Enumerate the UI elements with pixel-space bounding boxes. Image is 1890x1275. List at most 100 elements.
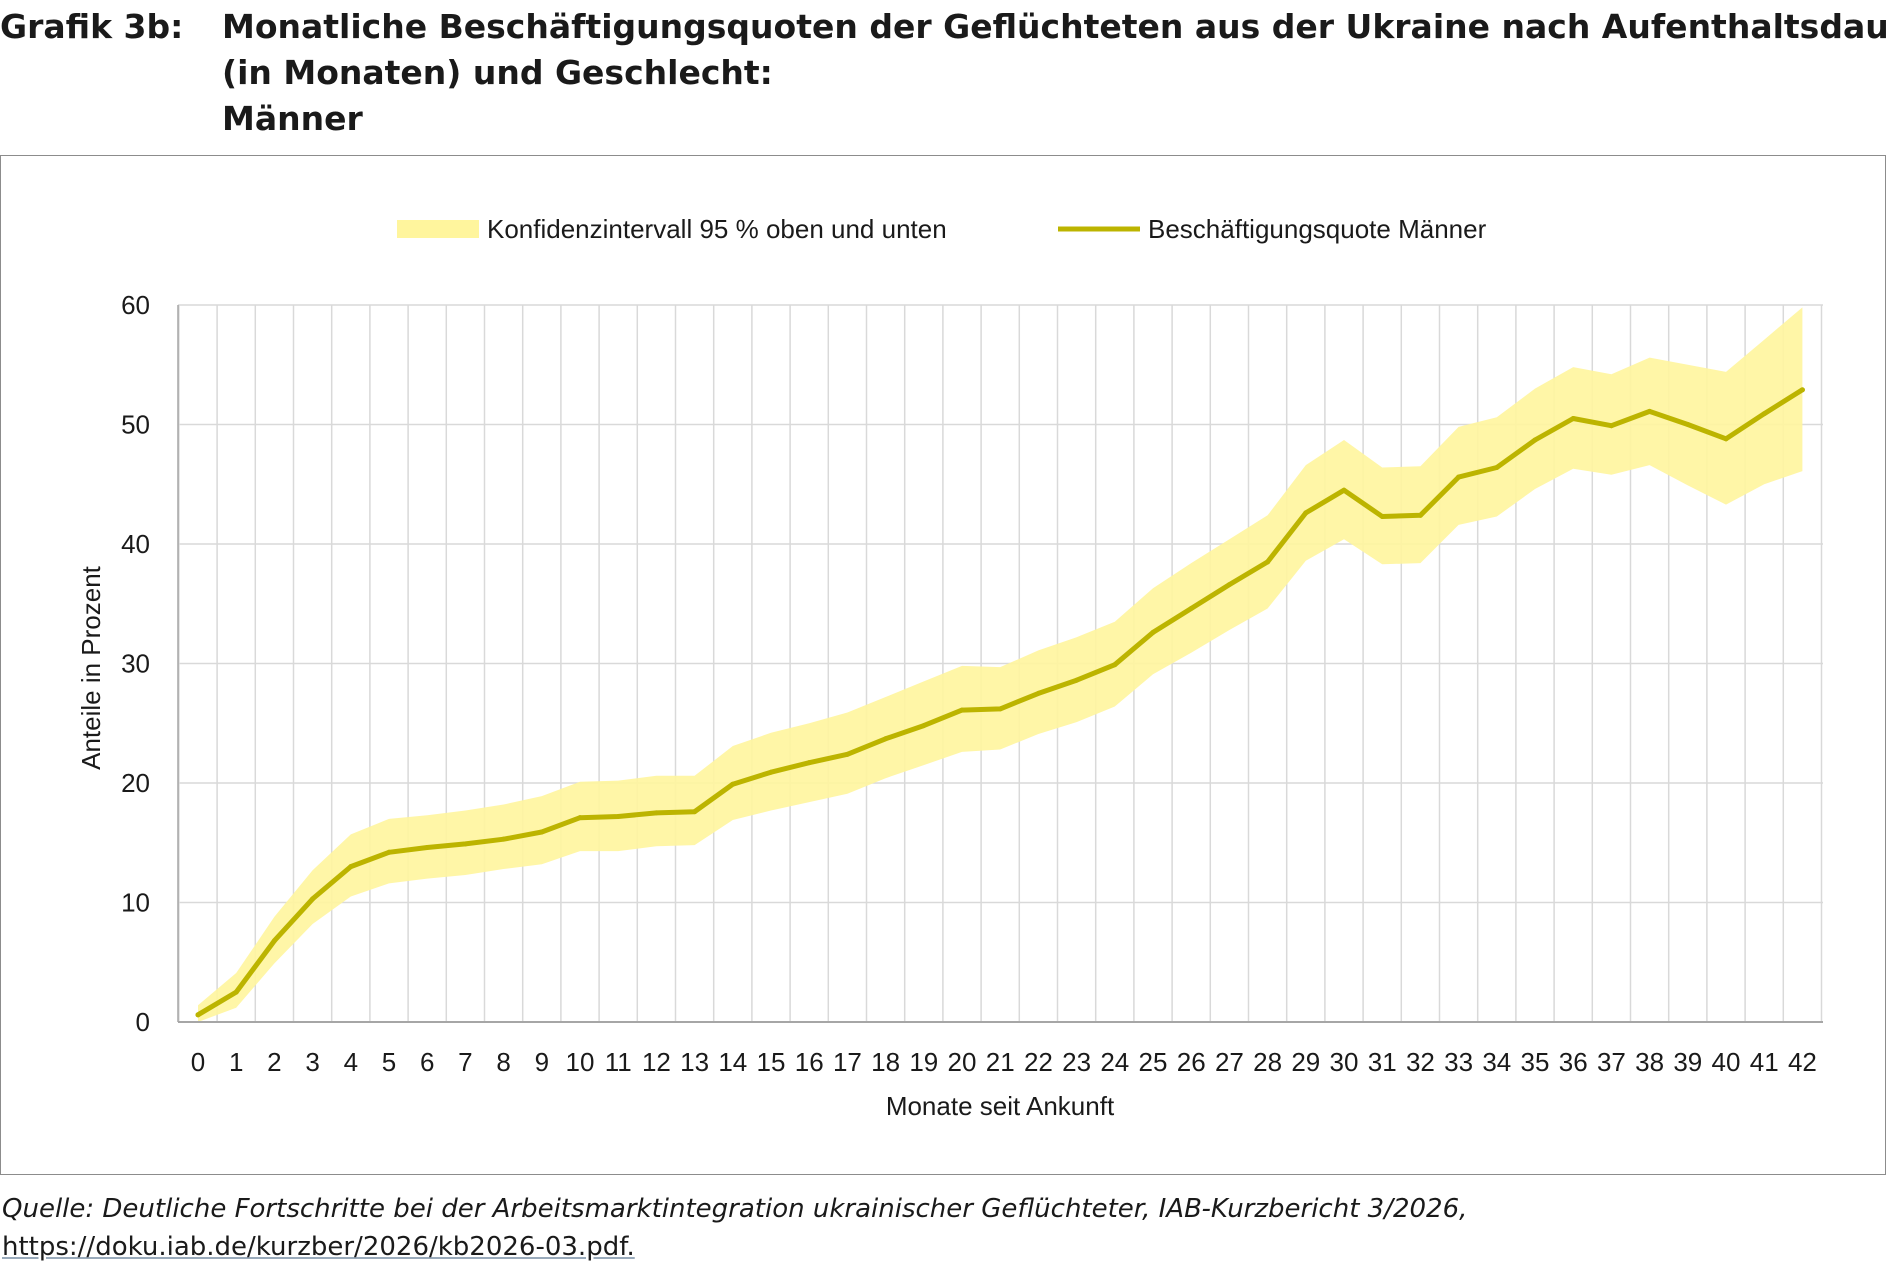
data-point bbox=[271, 938, 277, 944]
data-point bbox=[1456, 474, 1462, 480]
data-point bbox=[844, 751, 850, 757]
data-point bbox=[1608, 423, 1614, 429]
x-tick-label: 21 bbox=[986, 1047, 1015, 1077]
data-point bbox=[768, 769, 774, 775]
x-tick-label: 26 bbox=[1177, 1047, 1206, 1077]
x-tick-label: 16 bbox=[795, 1047, 824, 1077]
series bbox=[195, 387, 1805, 1018]
x-tick-label: 23 bbox=[1062, 1047, 1091, 1077]
source-text: Quelle: Deutliche Fortschritte bei der A… bbox=[2, 1194, 1468, 1224]
y-axis-label: Anteile in Prozent bbox=[76, 565, 106, 770]
x-tick-label: 0 bbox=[191, 1047, 205, 1077]
x-tick-label: 39 bbox=[1673, 1047, 1702, 1077]
x-tick-label: 33 bbox=[1444, 1047, 1473, 1077]
data-point bbox=[233, 989, 239, 995]
x-axis-label: Monate seit Ankunft bbox=[886, 1091, 1115, 1121]
legend-line-label: Beschäftigungsquote Männer bbox=[1148, 214, 1487, 244]
x-tick-label: 22 bbox=[1024, 1047, 1053, 1077]
x-tick-label: 32 bbox=[1406, 1047, 1435, 1077]
x-tick-label: 27 bbox=[1215, 1047, 1244, 1077]
x-tick-label: 1 bbox=[229, 1047, 243, 1077]
legend: Konfidenzintervall 95 % oben und unten B… bbox=[397, 214, 1487, 244]
x-tick-label: 36 bbox=[1559, 1047, 1588, 1077]
x-tick-label: 7 bbox=[458, 1047, 472, 1077]
y-tick-label: 50 bbox=[121, 410, 150, 440]
x-tick-label: 9 bbox=[535, 1047, 549, 1077]
y-tick-label: 40 bbox=[121, 529, 150, 559]
x-tick-label: 19 bbox=[909, 1047, 938, 1077]
title-line-1: Monatliche Beschäftigungsquoten der Gefl… bbox=[222, 7, 1890, 46]
y-tick-label: 0 bbox=[136, 1007, 150, 1037]
data-point bbox=[959, 707, 965, 713]
x-tick-label: 31 bbox=[1368, 1047, 1397, 1077]
data-point bbox=[1570, 416, 1576, 422]
data-point bbox=[1417, 512, 1423, 518]
data-point bbox=[730, 781, 736, 787]
title-line-2: (in Monaten) und Geschlecht: bbox=[222, 53, 773, 92]
x-tick-label: 14 bbox=[718, 1047, 747, 1077]
data-point bbox=[921, 723, 927, 729]
y-tick-label: 60 bbox=[121, 290, 150, 320]
x-tick-label: 38 bbox=[1635, 1047, 1664, 1077]
data-point bbox=[1761, 411, 1767, 417]
data-point bbox=[1188, 606, 1194, 612]
data-point bbox=[1723, 436, 1729, 442]
x-tick-label: 40 bbox=[1712, 1047, 1741, 1077]
data-point bbox=[1303, 510, 1309, 516]
data-point bbox=[1341, 487, 1347, 493]
data-point bbox=[386, 849, 392, 855]
data-point bbox=[1532, 437, 1538, 443]
x-tick-label: 35 bbox=[1521, 1047, 1550, 1077]
y-tick-label: 30 bbox=[121, 649, 150, 679]
data-point bbox=[1112, 662, 1118, 668]
x-tick-label: 11 bbox=[605, 1047, 632, 1077]
y-tick-label: 10 bbox=[121, 888, 150, 918]
data-point bbox=[1074, 677, 1080, 683]
data-point bbox=[310, 896, 316, 902]
line-chart: Konfidenzintervall 95 % oben und unten B… bbox=[76, 214, 1823, 1121]
data-point bbox=[1035, 690, 1041, 696]
data-point bbox=[1494, 465, 1500, 471]
source-link[interactable]: https://doku.iab.de/kurzber/2026/kb2026-… bbox=[2, 1232, 635, 1262]
data-point bbox=[883, 736, 889, 742]
data-point bbox=[424, 845, 430, 851]
data-point bbox=[462, 841, 468, 847]
data-point bbox=[997, 706, 1003, 712]
x-tick-label: 41 bbox=[1750, 1047, 1779, 1077]
x-tick-label: 25 bbox=[1139, 1047, 1168, 1077]
confidence-band bbox=[198, 307, 1803, 1022]
x-tick-label: 29 bbox=[1291, 1047, 1320, 1077]
data-point bbox=[615, 813, 621, 819]
chart-frame bbox=[0, 155, 1886, 1175]
x-tick-label: 30 bbox=[1330, 1047, 1359, 1077]
data-point bbox=[577, 815, 583, 821]
data-point bbox=[1226, 582, 1232, 588]
data-point bbox=[348, 864, 354, 870]
chart-title: Monatliche Beschäftigungsquoten der Gefl… bbox=[222, 4, 1890, 142]
data-point bbox=[1647, 408, 1653, 414]
data-point bbox=[653, 810, 659, 816]
x-tick-label: 4 bbox=[344, 1047, 358, 1077]
x-tick-label: 17 bbox=[833, 1047, 862, 1077]
x-tick-label: 20 bbox=[948, 1047, 977, 1077]
figure-label: Grafik 3b: bbox=[0, 7, 184, 46]
legend-band-label: Konfidenzintervall 95 % oben und unten bbox=[487, 214, 947, 244]
data-point bbox=[501, 836, 507, 842]
x-tick-label: 6 bbox=[420, 1047, 434, 1077]
x-tick-label: 2 bbox=[267, 1047, 281, 1077]
x-tick-label: 3 bbox=[305, 1047, 319, 1077]
data-point bbox=[539, 829, 545, 835]
x-tick-label: 8 bbox=[496, 1047, 510, 1077]
confidence-band-area bbox=[198, 307, 1803, 1022]
x-tick-label: 12 bbox=[642, 1047, 671, 1077]
y-tick-label: 20 bbox=[121, 768, 150, 798]
data-point bbox=[1265, 559, 1271, 565]
data-point bbox=[806, 760, 812, 766]
data-point bbox=[195, 1012, 201, 1018]
x-tick-label: 37 bbox=[1597, 1047, 1626, 1077]
x-tick-label: 15 bbox=[757, 1047, 786, 1077]
x-tick-label: 28 bbox=[1253, 1047, 1282, 1077]
data-point bbox=[1150, 629, 1156, 635]
x-tick-label: 34 bbox=[1482, 1047, 1511, 1077]
